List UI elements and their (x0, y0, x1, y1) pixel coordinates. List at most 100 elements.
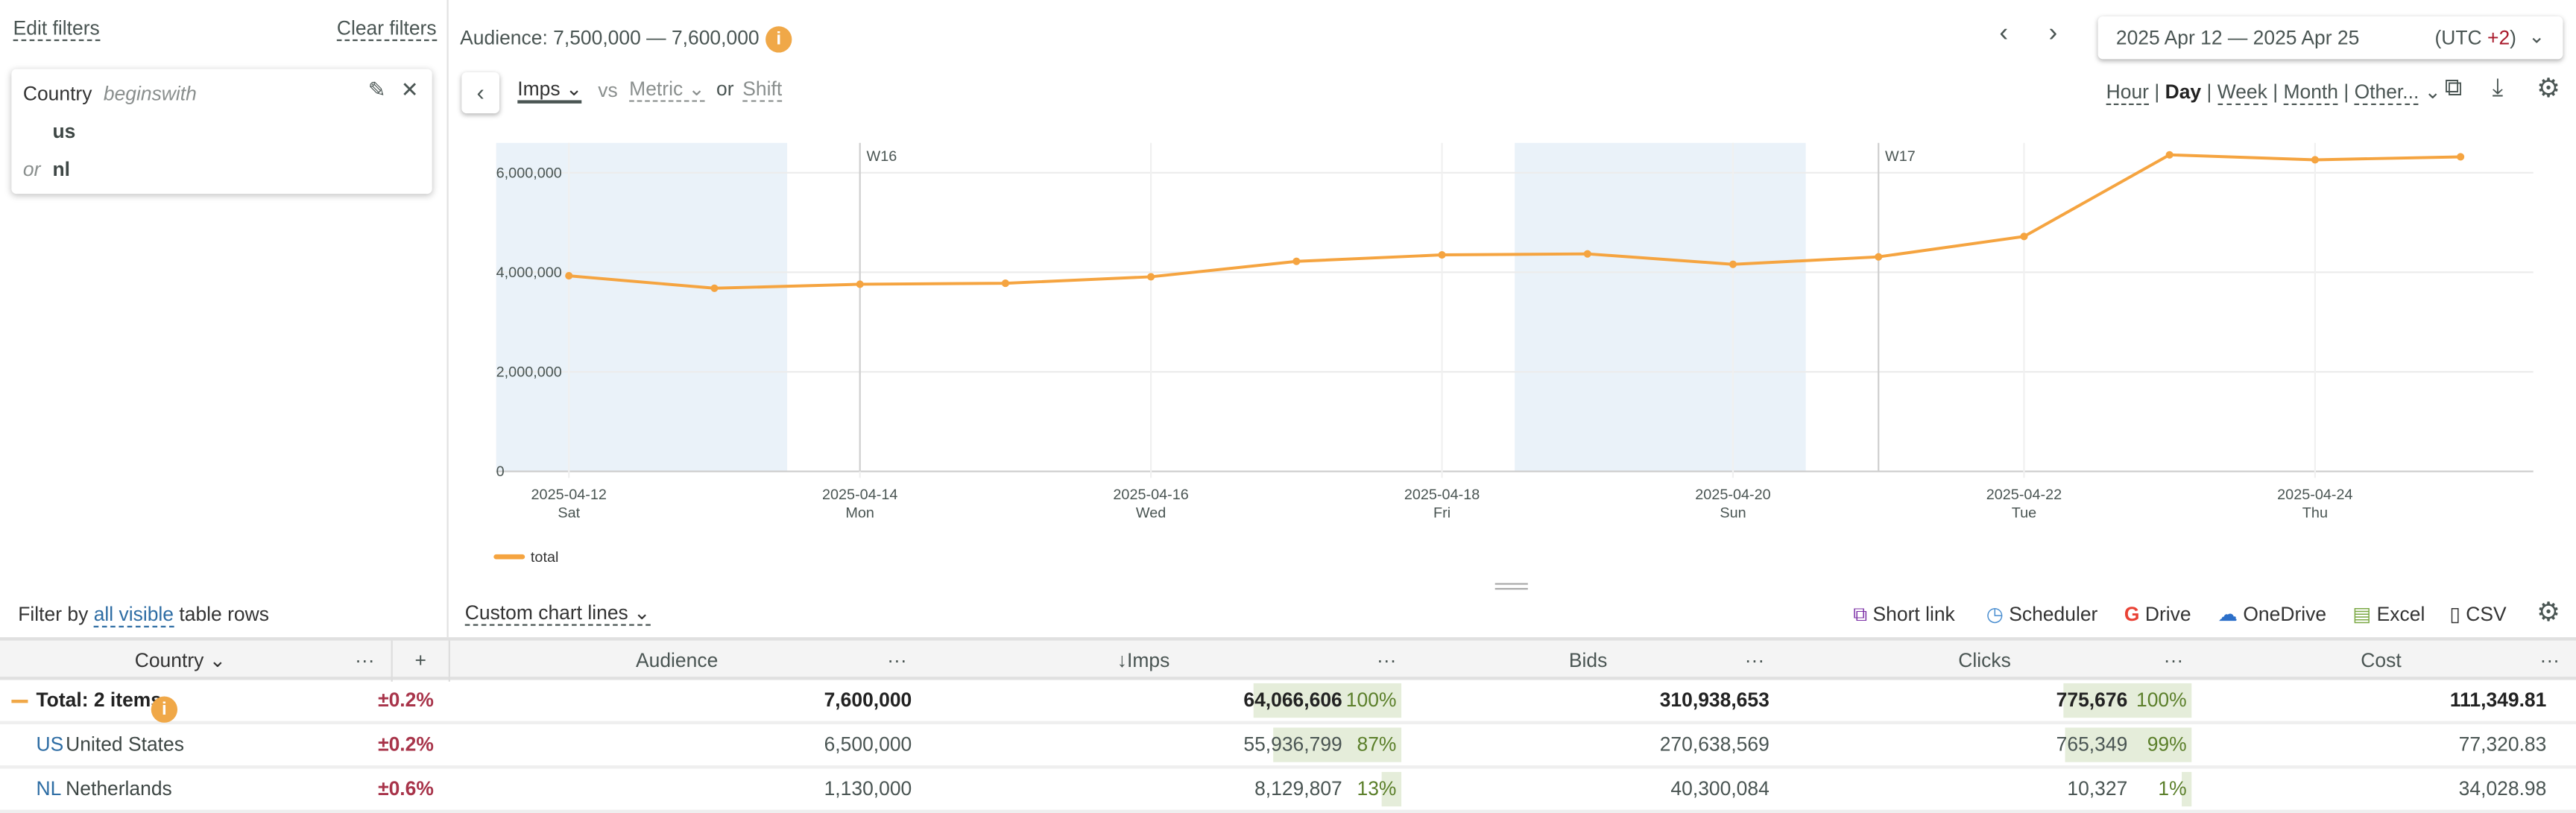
cost-value: 77,320.83 (2458, 733, 2547, 756)
column-menu[interactable]: ··· (355, 648, 375, 672)
x-tick-date: 2025-04-12 (531, 487, 607, 503)
column-header-clicks[interactable]: Clicks (1958, 648, 2011, 672)
granularity-other[interactable]: Other... (2354, 80, 2419, 106)
data-point (565, 272, 573, 280)
audience-value: 6,500,000 (824, 733, 912, 756)
excel-button[interactable]: ▤ Excel (2352, 602, 2425, 626)
granularity-hour[interactable]: Hour (2106, 80, 2149, 106)
table-row[interactable]: NL Netherlands ±0.6% 1,130,000 8,129,807 13% 4… (0, 769, 2576, 813)
csv-button[interactable]: ▯ CSV (2449, 602, 2507, 626)
clicks-share-bar (2063, 683, 2192, 718)
y-tick-label: 2,000,000 (496, 364, 562, 381)
filter-card: Country beginswith ✎ ✕ us or nl (11, 69, 432, 194)
prev-period-button[interactable]: ‹ (1999, 19, 2009, 48)
imps-percent: 13% (1357, 776, 1397, 800)
clicks-value: 775,676 (2056, 688, 2128, 712)
clock-icon: ◷ (1986, 602, 2004, 626)
column-menu[interactable]: ··· (2163, 648, 2184, 672)
line-chart: 0 2,000,000 4,000,000 6,000,000 2025-04-12Sa… (493, 142, 2534, 566)
or-label: or (716, 77, 734, 101)
table-settings-gear-icon[interactable]: ⚙ (2536, 599, 2560, 627)
data-point (2457, 153, 2465, 161)
download-icon[interactable]: ⤓ (2492, 74, 2504, 102)
next-period-button[interactable]: › (2048, 19, 2058, 48)
weekend-band (496, 142, 788, 472)
filter-value: nl (52, 157, 71, 181)
clicks-value: 10,327 (2067, 776, 2128, 800)
onedrive-icon: ☁ (2217, 602, 2238, 626)
granularity-month[interactable]: Month (2283, 80, 2338, 106)
column-header-country[interactable]: Country ⌄ (134, 648, 226, 672)
scheduler-button[interactable]: ◷ Scheduler (1986, 602, 2098, 626)
country-name: Total: 2 items (36, 688, 162, 712)
imps-share-bar (1382, 771, 1402, 807)
data-point (2311, 156, 2319, 164)
column-menu[interactable]: ··· (887, 648, 907, 672)
x-tick-day: Tue (2012, 504, 2036, 521)
compare-metric-select[interactable]: Metric ⌄ (629, 77, 705, 102)
x-tick-day: Thu (2302, 504, 2328, 521)
custom-chart-lines-button[interactable]: Custom chart lines ⌄ (464, 601, 651, 626)
x-tick-day: Fri (1433, 504, 1450, 521)
delta: ±0.6% (378, 776, 434, 800)
excel-icon: ▤ (2352, 602, 2372, 626)
clicks-value: 765,349 (2056, 733, 2128, 756)
column-header-imps[interactable]: ↓Imps (1117, 648, 1170, 672)
column-header-bids[interactable]: Bids (1568, 648, 1608, 672)
y-tick-label: 4,000,000 (496, 265, 562, 281)
back-button[interactable]: ‹ (461, 72, 499, 113)
country-code[interactable]: NL (36, 776, 62, 800)
column-menu[interactable]: ··· (1377, 648, 1397, 672)
country-code[interactable]: US (36, 733, 64, 756)
country-name[interactable]: Netherlands (66, 776, 172, 800)
resize-handle[interactable] (1494, 583, 1528, 590)
chevron-down-icon: ⌄ (2528, 25, 2545, 48)
data-point (2020, 232, 2028, 241)
add-column-button[interactable]: + (391, 640, 450, 682)
short-link-button[interactable]: ⧉ Short link (1853, 602, 1955, 626)
table-total-row[interactable]: Total: 2 items i ±0.2% 7,600,000 64,066,606 1… (0, 680, 2576, 725)
shift-select[interactable]: Shift (742, 77, 783, 102)
x-tick-date: 2025-04-24 (2277, 487, 2352, 503)
clicks-share-bar (2065, 727, 2192, 762)
edit-filters-link[interactable]: Edit filters (13, 16, 100, 42)
imps-value: 8,129,807 (1254, 776, 1342, 800)
date-range-picker[interactable]: 2025 Apr 12 — 2025 Apr 25 (UTC +2) ⌄ (2098, 16, 2563, 59)
clicks-share-bar (2182, 771, 2192, 807)
drive-button[interactable]: G Drive (2124, 602, 2191, 626)
imps-share-bar (1272, 727, 1402, 762)
column-menu[interactable]: ··· (1744, 648, 1765, 672)
x-tick-day: Sat (558, 504, 580, 521)
vs-label: vs (598, 78, 618, 102)
onedrive-button[interactable]: ☁ OneDrive (2217, 602, 2327, 626)
granularity-week[interactable]: Week (2217, 80, 2267, 106)
info-icon[interactable]: i (151, 696, 178, 723)
x-tick-date: 2025-04-16 (1113, 487, 1188, 503)
column-menu[interactable]: ··· (2539, 648, 2560, 672)
metric-select[interactable]: Imps ⌄ (517, 77, 583, 104)
granularity-day[interactable]: Day (2165, 80, 2202, 104)
column-header-cost[interactable]: Cost (2361, 648, 2402, 672)
close-icon[interactable]: ✕ (400, 77, 419, 102)
open-external-icon[interactable]: ⧉ (2444, 74, 2463, 102)
imps-value: 64,066,606 (1243, 688, 1342, 712)
google-drive-icon: G (2124, 602, 2140, 626)
all-visible-link[interactable]: all visible (93, 602, 174, 627)
country-name[interactable]: United States (66, 733, 184, 756)
pencil-icon[interactable]: ✎ (367, 77, 386, 102)
clicks-percent: 1% (2158, 776, 2187, 800)
gear-icon[interactable]: ⚙ (2536, 75, 2560, 104)
table-row[interactable]: US United States ±0.2% 6,500,000 55,936,799 8… (0, 724, 2576, 769)
data-point (1875, 253, 1883, 261)
info-icon[interactable]: i (765, 26, 792, 53)
column-header-audience[interactable]: Audience (635, 648, 719, 672)
filter-operator: beginswith (103, 82, 197, 106)
data-point (1147, 273, 1155, 281)
bids-value: 270,638,569 (1659, 733, 1770, 756)
x-tick-day: Sun (1720, 504, 1746, 521)
clear-filters-link[interactable]: Clear filters (336, 16, 437, 42)
series-color-swatch (11, 699, 28, 703)
audience-value: 7,600,000 (824, 688, 912, 712)
filter-value: us (52, 119, 76, 143)
filter-panel (0, 0, 449, 638)
